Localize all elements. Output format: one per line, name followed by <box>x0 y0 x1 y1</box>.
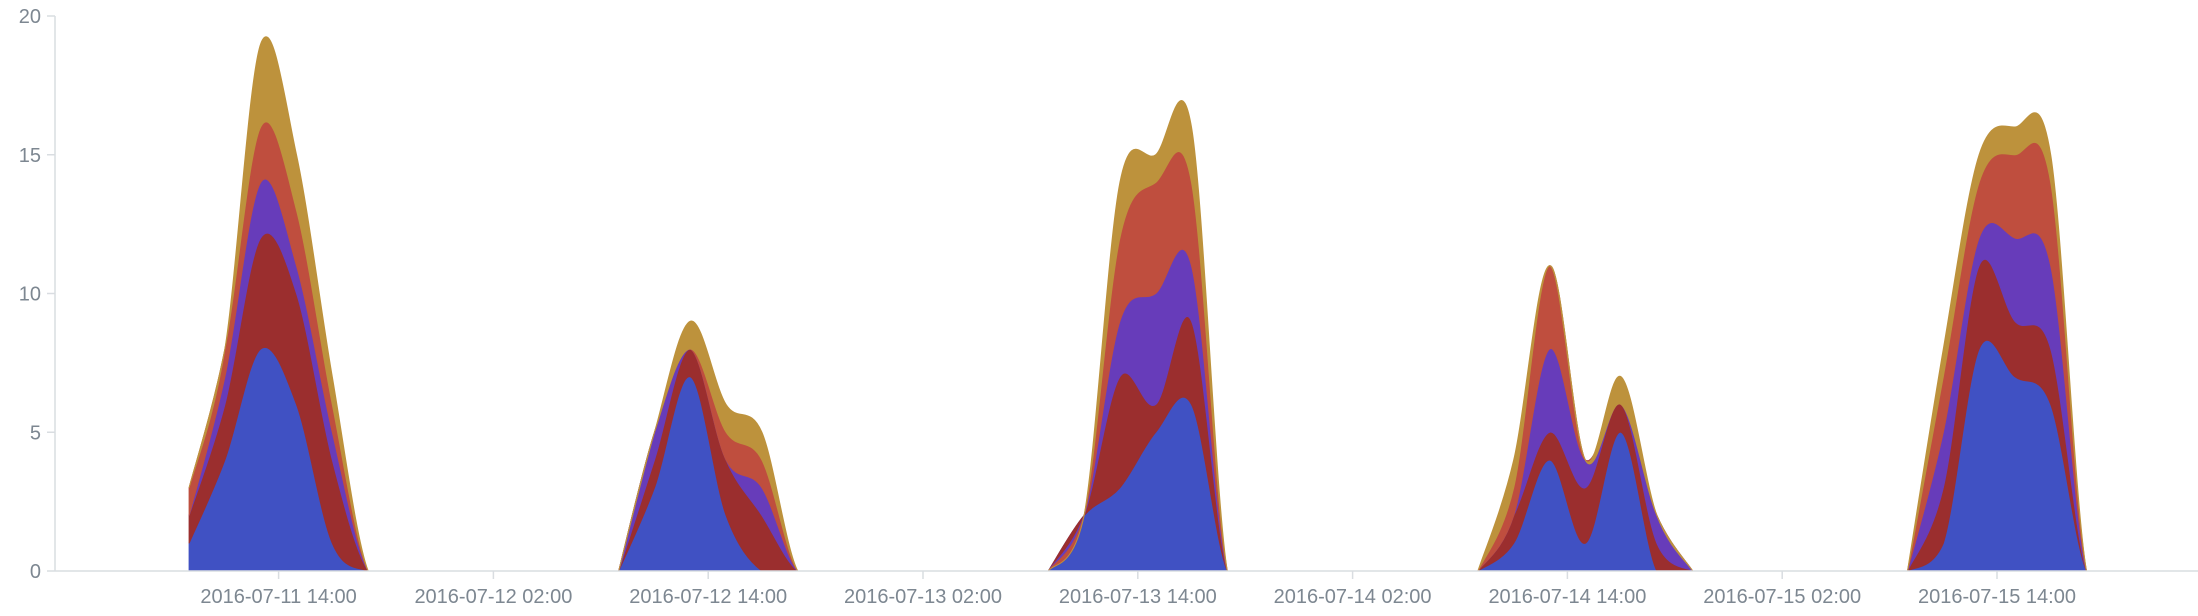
x-axis-ticks: 2016-07-11 14:00 2016-07-12 02:00 2016-07-… <box>200 571 2076 608</box>
x-tick-label: 2016-07-15 02:00 <box>1703 586 1861 608</box>
area-series-5-segment-4 <box>1477 265 1694 572</box>
y-tick-label: 20 <box>19 6 41 28</box>
y-tick-label: 15 <box>19 145 41 167</box>
y-tick-label: 0 <box>30 561 41 583</box>
x-tick-label: 2016-07-11 14:00 <box>200 586 356 608</box>
x-tick-label: 2016-07-13 14:00 <box>1059 586 1217 608</box>
x-tick-label: 2016-07-14 14:00 <box>1488 586 1646 608</box>
x-tick-label: 2016-07-13 02:00 <box>844 586 1002 608</box>
x-tick-label: 2016-07-12 14:00 <box>629 586 787 608</box>
x-tick-label: 2016-07-15 14:00 <box>1918 586 2076 608</box>
y-tick-label: 10 <box>19 284 41 306</box>
x-tick-label: 2016-07-12 02:00 <box>414 586 572 608</box>
x-tick-label: 2016-07-14 02:00 <box>1274 586 1432 608</box>
area-layers <box>188 36 2123 573</box>
y-axis-ticks: 0 5 10 15 20 <box>19 6 55 583</box>
y-tick-label: 5 <box>30 422 41 444</box>
